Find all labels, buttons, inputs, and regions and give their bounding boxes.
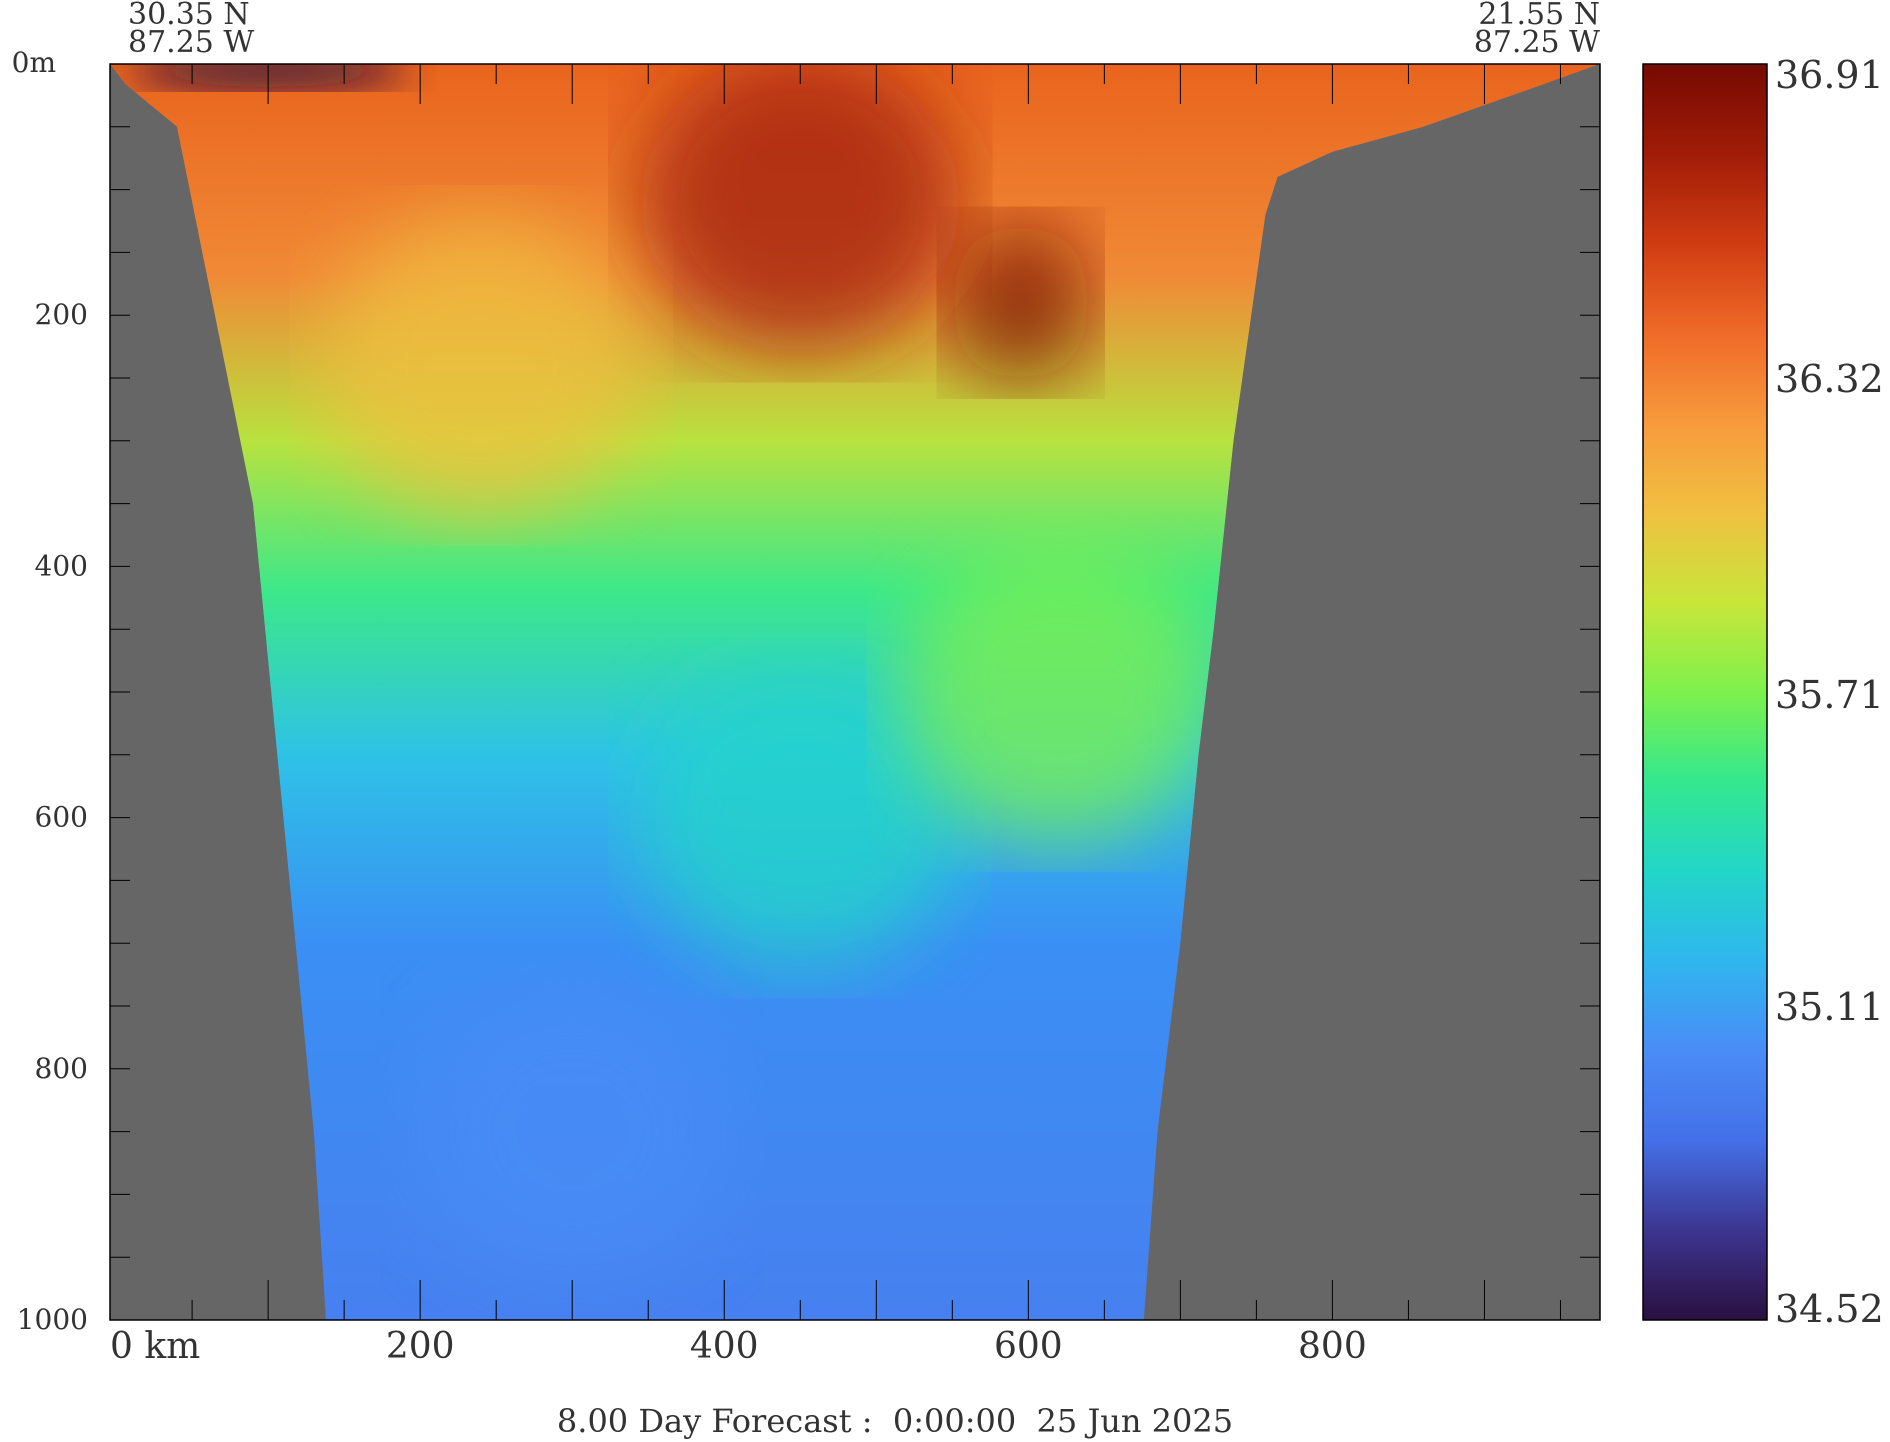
salinity-feature	[898, 542, 1219, 842]
salinity-features	[128, 64, 1219, 1282]
y-tick-label: 1000	[17, 1303, 88, 1336]
salinity-feature	[321, 215, 641, 516]
colorbar-label: 36.32	[1775, 357, 1884, 401]
axis-ticks	[110, 64, 1600, 1320]
salinity-feature	[412, 981, 733, 1282]
x-tick-label: 600	[994, 1326, 1063, 1367]
start-latitude: 30.35 N	[128, 0, 250, 32]
bottom-topography	[110, 64, 1600, 1320]
section-endpoints: 30.35 N 87.25 W 21.55 N 87.25 W	[128, 0, 1600, 60]
colorbar-label: 34.52	[1775, 1287, 1884, 1331]
colorbar-scale	[1642, 63, 1768, 1321]
salinity-feature	[640, 64, 961, 353]
axis-labels: 0m 200 400 600 800 1000 0 km 200 400 600…	[12, 46, 1367, 1367]
y-tick-label: 600	[35, 801, 88, 834]
y-tick-label: 800	[35, 1052, 88, 1085]
colorbar-label: 35.71	[1775, 673, 1884, 717]
end-latitude: 21.55 N	[1478, 0, 1600, 32]
y-tick-label: 400	[35, 549, 88, 582]
x-tick-label: 800	[1298, 1326, 1367, 1367]
colorbar-label: 35.11	[1775, 985, 1884, 1029]
x-tick-label: 400	[690, 1326, 759, 1367]
colorbar: 36.91 36.32 35.71 35.11 34.52	[1642, 53, 1884, 1331]
salinity-feature	[950, 222, 1091, 383]
x-tick-label: 0 km	[110, 1326, 200, 1367]
start-longitude: 87.25 W	[128, 25, 254, 60]
y-tick-label: 0m	[12, 46, 56, 79]
forecast-caption: 8.00 Day Forecast : 0:00:00 25 Jun 2025	[557, 1402, 1233, 1440]
plot-area	[109, 63, 1601, 1321]
colorbar-label: 36.91	[1775, 53, 1884, 97]
salinity-feature	[640, 667, 961, 968]
y-tick-label: 200	[35, 298, 88, 331]
x-tick-label: 200	[386, 1326, 455, 1367]
end-longitude: 87.25 W	[1474, 25, 1600, 60]
